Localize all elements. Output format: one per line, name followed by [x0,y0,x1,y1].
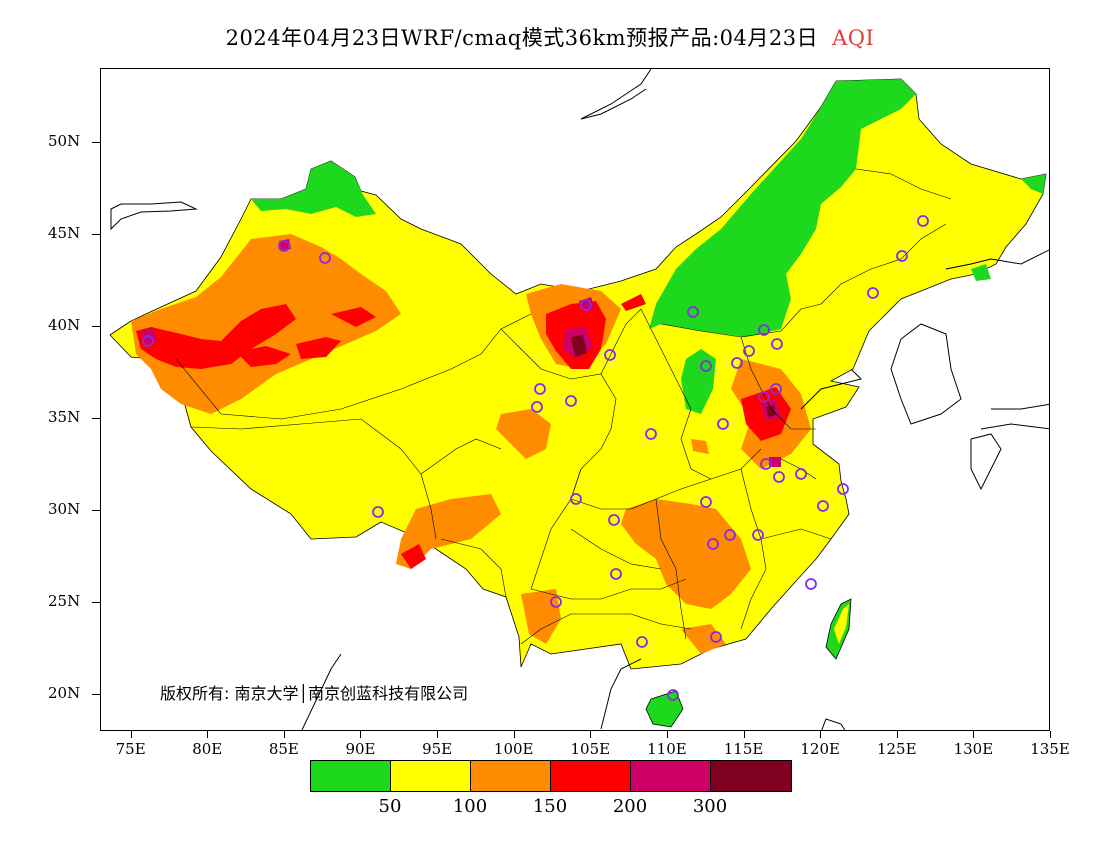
orange-central [621,499,751,609]
x-tick-label: 120E [800,740,840,758]
y-tick-label: 20N [48,684,81,703]
x-tick-label: 85E [268,740,299,758]
green-north-inner [681,349,716,414]
x-tick [513,731,515,738]
map-title-main: 2024年04月23日WRF/cmaq模式36km预报产品:04月23日 [225,26,819,50]
aqi-colorbar [310,760,792,792]
x-tick [590,731,592,738]
x-tick [360,731,362,738]
x-tick [743,731,745,738]
colorbar-swatch [391,761,471,791]
y-tick [92,602,100,604]
map-title: 2024年04月23日WRF/cmaq模式36km预报产品:04月23日 AQI [0,22,1100,52]
y-tick [92,233,100,235]
colorbar-label: 150 [532,796,568,817]
city-markers [142,215,929,701]
x-tick-label: 80E [192,740,223,758]
y-tick-label: 35N [48,407,81,426]
y-tick [92,325,100,327]
y-tick-label: 50N [48,131,81,150]
x-tick [130,731,132,738]
x-tick-label: 90E [345,740,376,758]
map-frame [100,68,1050,731]
colorbar-label: 200 [612,796,648,817]
green-northeast [649,79,916,337]
x-tick-label: 75E [115,740,146,758]
colorbar-label: 50 [378,796,402,817]
y-tick [92,417,100,419]
x-tick-label: 115E [723,740,764,758]
province-boundaries [175,168,952,645]
y-tick [92,141,100,143]
x-tick-label: 95E [422,740,453,758]
x-tick-label: 100E [493,740,534,758]
copyright-text: 版权所有: 南京大学│南京创蓝科技有限公司 [160,684,469,703]
x-tick [820,731,822,738]
aqi-map [109,69,1049,730]
x-tick [973,731,975,738]
y-tick-label: 30N [48,500,81,518]
x-tick [283,731,285,738]
green-northwest [251,161,376,217]
red-xinjiang [136,304,296,369]
x-tick [666,731,668,738]
x-tick [437,731,439,738]
colorbar-swatch [471,761,551,791]
y-tick-label: 25N [48,592,81,611]
x-tick [1050,731,1051,738]
x-tick-label: 130E [953,740,994,758]
colorbar-swatch [711,761,791,791]
x-tick-label: 105E [570,740,611,758]
x-tick-label: 125E [876,740,917,758]
coastlines [110,69,1049,730]
x-tick-label: 110E [647,740,687,758]
y-tick [92,694,100,696]
y-tick-label: 45N [48,223,81,242]
colorbar-swatch [311,761,391,791]
x-tick [207,731,209,738]
colorbar-swatch [631,761,711,791]
colorbar-label: 300 [692,796,728,817]
colorbar-swatch [551,761,631,791]
y-tick [92,510,100,511]
y-tick-label: 40N [48,315,81,334]
x-tick-label: 135E [1030,740,1070,758]
colorbar-label: 100 [452,796,488,817]
x-tick [896,731,898,738]
map-title-variable: AQI [832,26,875,50]
